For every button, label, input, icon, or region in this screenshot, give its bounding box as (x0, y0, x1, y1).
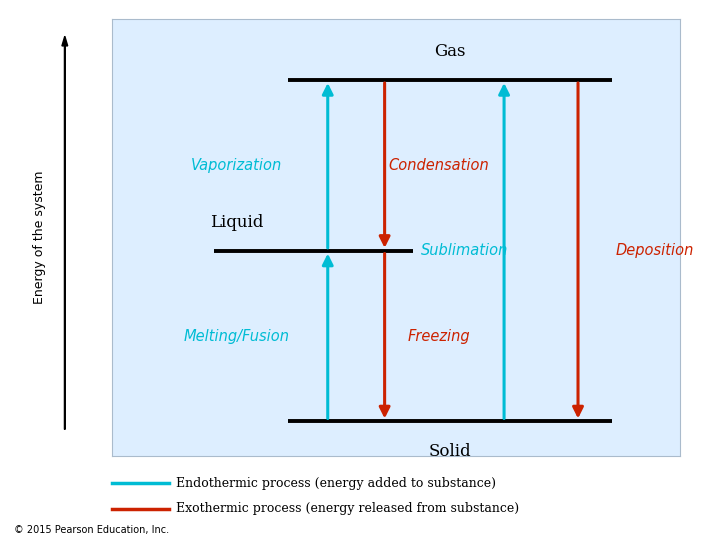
Text: Vaporization: Vaporization (191, 158, 282, 173)
Text: Gas: Gas (434, 43, 466, 60)
Text: Sublimation: Sublimation (420, 243, 508, 258)
Text: Melting/Fusion: Melting/Fusion (184, 328, 289, 343)
Text: Liquid: Liquid (210, 214, 264, 231)
Text: Condensation: Condensation (388, 158, 489, 173)
Text: Endothermic process (energy added to substance): Endothermic process (energy added to sub… (176, 477, 496, 490)
Text: Solid: Solid (428, 443, 472, 460)
Text: Exothermic process (energy released from substance): Exothermic process (energy released from… (176, 502, 520, 515)
Text: Deposition: Deposition (616, 243, 694, 258)
Text: © 2015 Pearson Education, Inc.: © 2015 Pearson Education, Inc. (14, 524, 169, 535)
Text: Freezing: Freezing (408, 328, 470, 343)
Text: Energy of the system: Energy of the system (33, 171, 46, 305)
